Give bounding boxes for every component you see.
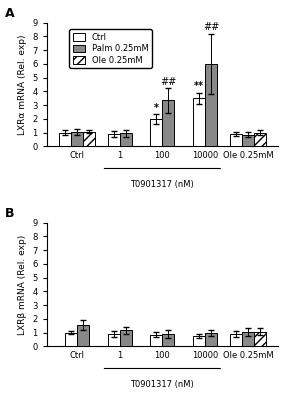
Bar: [59, 132, 71, 146]
Bar: [205, 333, 217, 346]
Bar: [119, 133, 132, 146]
Bar: [77, 325, 89, 346]
Y-axis label: LXRβ mRNA (Rel. exp): LXRβ mRNA (Rel. exp): [18, 234, 27, 335]
Bar: [193, 336, 205, 346]
Bar: [107, 134, 119, 146]
Bar: [242, 134, 254, 146]
Bar: [230, 334, 242, 346]
Text: T0901317 (nM): T0901317 (nM): [131, 380, 194, 389]
Text: *: *: [154, 103, 159, 113]
Bar: [83, 132, 95, 146]
Text: ##: ##: [203, 22, 219, 32]
Bar: [119, 330, 132, 346]
Bar: [162, 334, 174, 346]
Y-axis label: LXRα mRNA (Rel. exp): LXRα mRNA (Rel. exp): [18, 34, 27, 135]
Text: ##: ##: [160, 76, 176, 86]
Text: B: B: [5, 207, 15, 220]
Bar: [162, 100, 174, 146]
Bar: [205, 64, 217, 146]
Bar: [71, 132, 83, 146]
Bar: [254, 332, 266, 346]
Text: T0901317 (nM): T0901317 (nM): [131, 180, 194, 189]
Bar: [150, 334, 162, 346]
Bar: [150, 119, 162, 146]
Text: A: A: [5, 7, 15, 20]
Text: **: **: [194, 81, 204, 91]
Bar: [242, 332, 254, 346]
Bar: [254, 132, 266, 146]
Legend: Ctrl, Palm 0.25mM, Ole 0.25mM: Ctrl, Palm 0.25mM, Ole 0.25mM: [69, 29, 152, 68]
Bar: [193, 98, 205, 146]
Bar: [65, 332, 77, 346]
Bar: [107, 334, 119, 346]
Bar: [230, 134, 242, 146]
